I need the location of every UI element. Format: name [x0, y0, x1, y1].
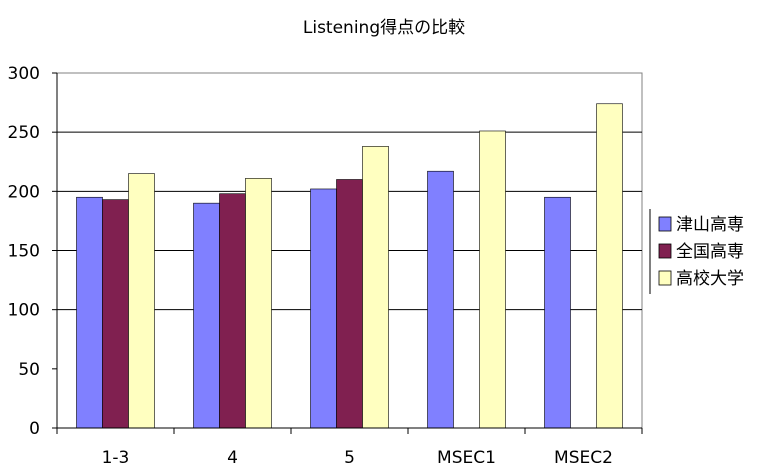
legend-label: 高校大学 — [676, 269, 744, 289]
x-tick-label: MSEC1 — [437, 448, 496, 468]
legend-label: 津山高専 — [676, 215, 744, 235]
bar — [427, 170, 454, 429]
bar — [76, 196, 103, 429]
y-tick-label: 300 — [8, 64, 40, 84]
bar — [102, 199, 129, 429]
legend-swatch — [658, 243, 672, 259]
bar — [128, 173, 155, 429]
bar — [362, 146, 389, 429]
bar — [219, 193, 246, 429]
y-tick-label: 0 — [29, 419, 40, 439]
legend-swatch — [658, 270, 672, 286]
x-tick-label: 5 — [344, 448, 355, 468]
bar — [479, 130, 506, 429]
bar — [193, 202, 220, 429]
bar-series — [76, 103, 623, 429]
chart-title: Listening得点の比較 — [303, 18, 465, 38]
y-tick-label: 100 — [8, 301, 40, 321]
bar — [596, 103, 623, 429]
x-tick-label: MSEC2 — [554, 448, 613, 468]
x-tick-label: 1-3 — [102, 448, 130, 468]
bar — [336, 179, 363, 429]
y-tick-label: 200 — [8, 182, 40, 202]
bar — [310, 188, 337, 429]
legend-swatch — [658, 216, 672, 232]
y-tick-label: 50 — [18, 360, 40, 380]
legend-label: 全国高専 — [676, 242, 744, 262]
bar — [245, 178, 272, 429]
x-axis: 1-3 4 5 MSEC1 MSEC2 — [56, 427, 643, 468]
bar — [544, 196, 571, 429]
y-tick-label: 150 — [8, 242, 40, 262]
y-tick-label: 250 — [8, 123, 40, 143]
y-axis: 0 50 100 150 200 250 300 — [8, 64, 58, 439]
x-tick-label: 4 — [227, 448, 238, 468]
